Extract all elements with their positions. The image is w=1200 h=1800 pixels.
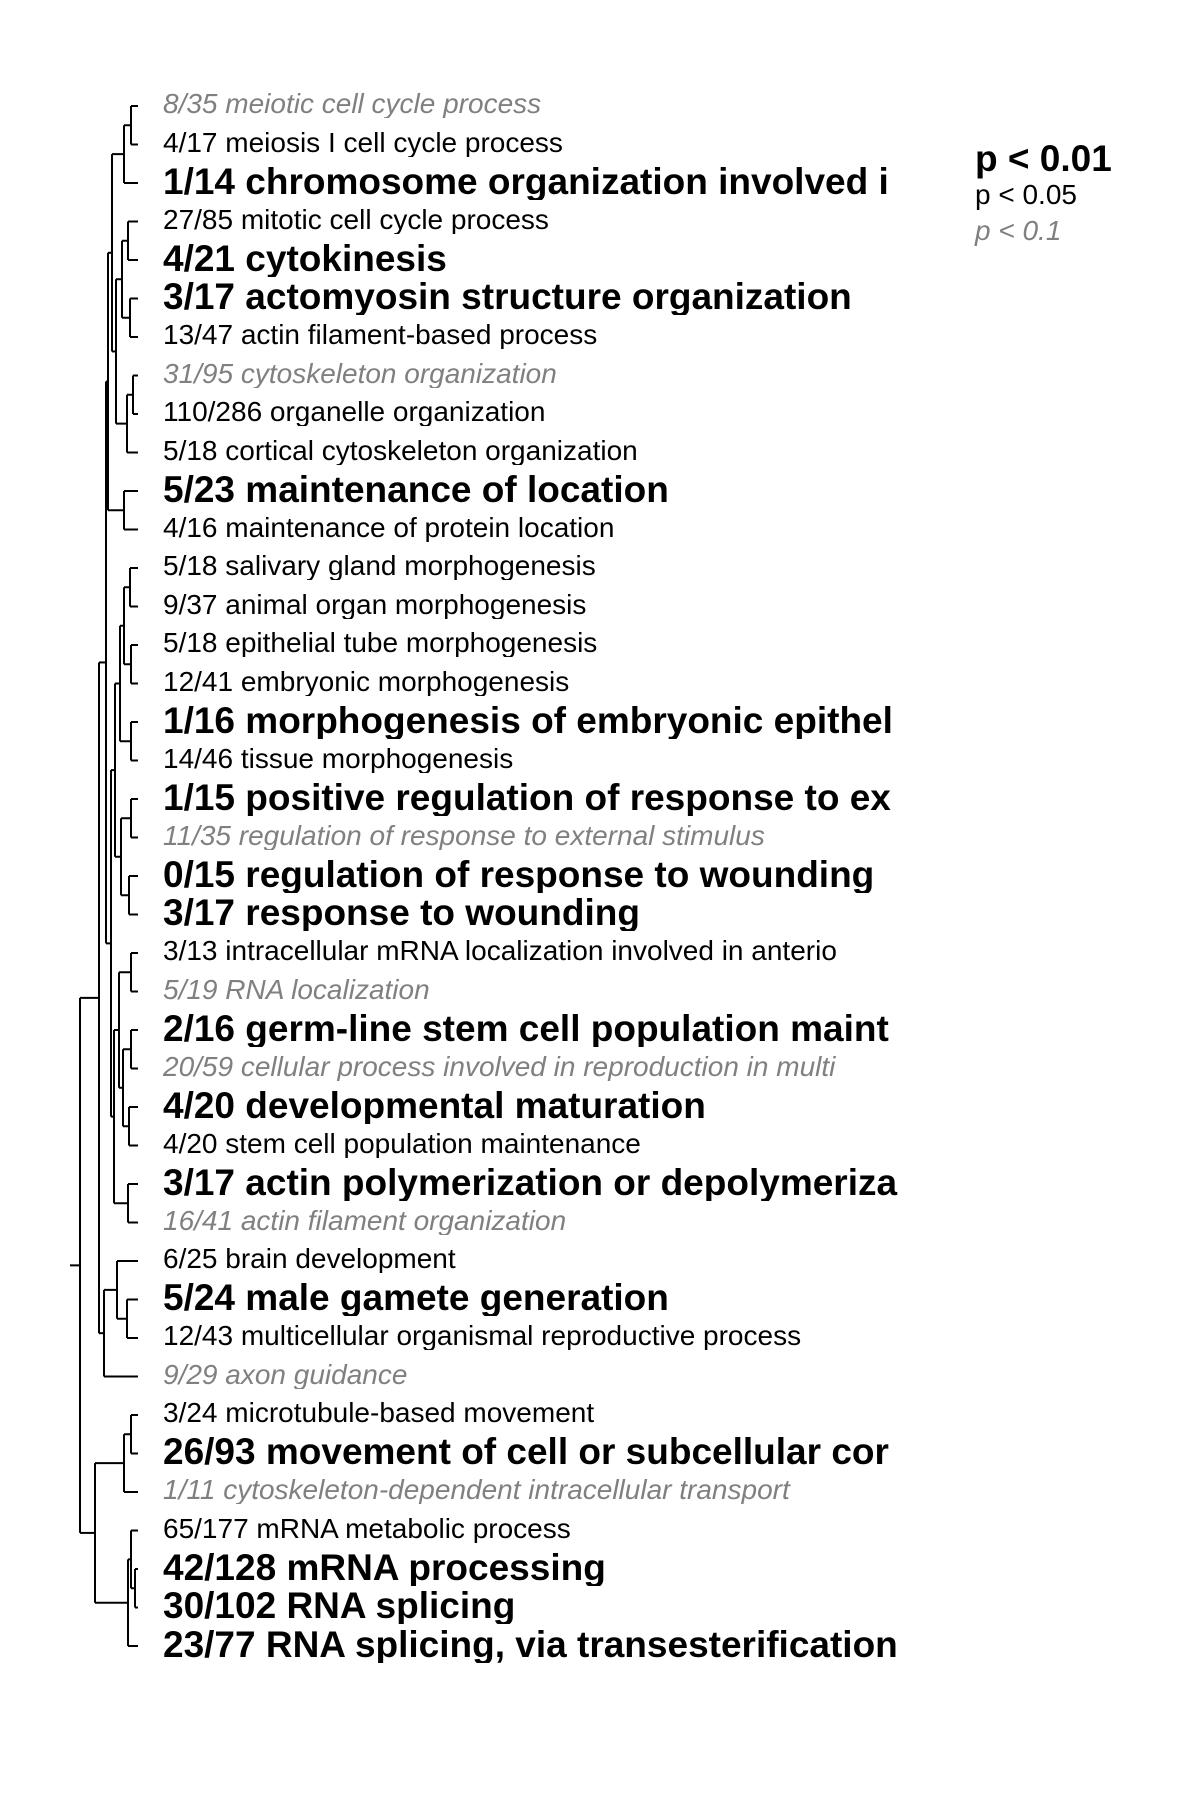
term-label: 0/15 regulation of response to wounding bbox=[163, 855, 875, 893]
term-label: 3/17 actomyosin structure organization bbox=[163, 278, 852, 315]
term-label: 4/16 maintenance of protein location bbox=[163, 513, 615, 542]
term-label: 9/29 axon guidance bbox=[163, 1360, 408, 1389]
legend-p005: p < 0.05 bbox=[975, 179, 1077, 210]
term-label: 65/177 mRNA metabolic process bbox=[163, 1514, 571, 1543]
legend-p001: p < 0.01 bbox=[975, 138, 1112, 179]
term-label: 4/20 stem cell population maintenance bbox=[163, 1129, 641, 1158]
term-label: 110/286 organelle organization bbox=[163, 398, 546, 426]
term-label: 4/17 meiosis I cell cycle process bbox=[163, 128, 563, 157]
term-label: 27/85 mitotic cell cycle process bbox=[163, 205, 549, 234]
term-label: 1/15 positive regulation of response to … bbox=[163, 778, 891, 816]
term-label: 9/37 animal organ morphogenesis bbox=[163, 590, 587, 619]
term-label: 6/25 brain development bbox=[163, 1245, 456, 1273]
term-label: 42/128 mRNA processing bbox=[163, 1548, 606, 1586]
term-label: 1/11 cytoskeleton-dependent intracellula… bbox=[163, 1476, 790, 1504]
term-label: 2/16 germ-line stem cell population main… bbox=[163, 1009, 889, 1047]
term-label: 3/24 microtubule-based movement bbox=[163, 1399, 595, 1427]
term-label: 16/41 actin filament organization bbox=[163, 1206, 567, 1235]
term-label: 3/17 response to wounding bbox=[163, 894, 640, 931]
term-label: 8/35 meiotic cell cycle process bbox=[163, 90, 542, 118]
legend-p01: p < 0.1 bbox=[975, 215, 1062, 246]
term-label: 1/14 chromosome organization involved i bbox=[163, 162, 889, 200]
term-label: 30/102 RNA splicing bbox=[163, 1587, 516, 1624]
term-label: 14/46 tissue morphogenesis bbox=[163, 744, 514, 773]
term-label: 20/59 cellular process involved in repro… bbox=[163, 1052, 836, 1081]
term-label: 11/35 regulation of response to external… bbox=[163, 821, 765, 850]
term-label: 12/43 multicellular organismal reproduct… bbox=[163, 1322, 802, 1350]
term-label: 1/16 morphogenesis of embryonic epithel bbox=[163, 701, 893, 739]
term-label: 13/47 actin filament-based process bbox=[163, 321, 598, 349]
term-label: 3/17 actin polymerization or depolymeriz… bbox=[163, 1163, 898, 1201]
term-label: 12/41 embryonic morphogenesis bbox=[163, 667, 570, 696]
term-label: 26/93 movement of cell or subcellular co… bbox=[163, 1433, 889, 1470]
term-label: 5/19 RNA localization bbox=[163, 975, 430, 1004]
term-label: 31/95 cytoskeleton organization bbox=[163, 359, 557, 388]
term-label: 5/18 salivary gland morphogenesis bbox=[163, 552, 596, 580]
term-label: 5/18 epithelial tube morphogenesis bbox=[163, 629, 598, 657]
term-label: 5/23 maintenance of location bbox=[163, 470, 669, 508]
term-label: 3/13 intracellular mRNA localization inv… bbox=[163, 937, 837, 965]
term-label: 23/77 RNA splicing, via transesterificat… bbox=[163, 1625, 898, 1663]
term-label: 5/24 male gamete generation bbox=[163, 1279, 669, 1316]
term-label: 4/20 developmental maturation bbox=[163, 1086, 706, 1124]
term-label: 5/18 cortical cytoskeleton organization bbox=[163, 436, 638, 465]
dendrogram bbox=[70, 105, 138, 1647]
term-label: 4/21 cytokinesis bbox=[163, 239, 447, 277]
